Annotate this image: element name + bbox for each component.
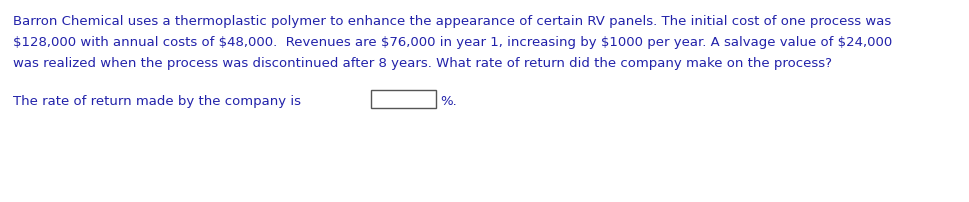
Text: %.: %.: [440, 95, 456, 107]
Text: Barron Chemical uses a thermoplastic polymer to enhance the appearance of certai: Barron Chemical uses a thermoplastic pol…: [13, 15, 891, 28]
Text: $128,000 with annual costs of $48,000.  Revenues are $76,000 in year 1, increasi: $128,000 with annual costs of $48,000. R…: [13, 36, 892, 49]
Text: The rate of return made by the company is: The rate of return made by the company i…: [13, 95, 301, 107]
Bar: [371, 90, 436, 108]
Text: was realized when the process was discontinued after 8 years. What rate of retur: was realized when the process was discon…: [13, 57, 832, 70]
